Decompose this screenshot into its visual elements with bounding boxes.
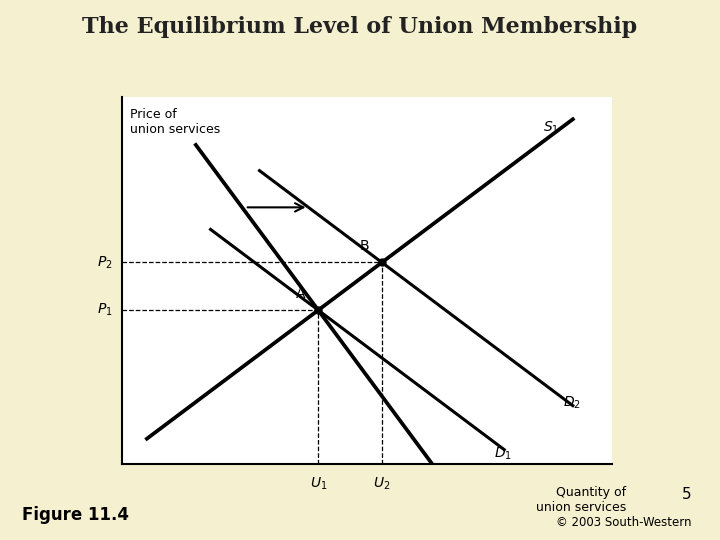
Text: $U_1$: $U_1$ (310, 475, 327, 492)
Text: $D_1$: $D_1$ (495, 446, 513, 462)
Text: A: A (297, 287, 306, 301)
Text: Quantity of
union services: Quantity of union services (536, 486, 626, 514)
Text: $P_2$: $P_2$ (97, 254, 112, 271)
Text: 5: 5 (682, 487, 691, 502)
Text: $D_2$: $D_2$ (563, 395, 581, 411)
Text: $S_1$: $S_1$ (544, 119, 559, 136)
Text: Figure 11.4: Figure 11.4 (22, 506, 129, 524)
Text: The Equilibrium Level of Union Membership: The Equilibrium Level of Union Membershi… (82, 16, 638, 38)
Text: Price of
union services: Price of union services (130, 108, 220, 136)
Text: $P_1$: $P_1$ (97, 302, 112, 319)
Text: $U_2$: $U_2$ (373, 475, 390, 492)
Text: © 2003 South-Western: © 2003 South-Western (556, 516, 691, 529)
Text: B: B (360, 239, 369, 253)
